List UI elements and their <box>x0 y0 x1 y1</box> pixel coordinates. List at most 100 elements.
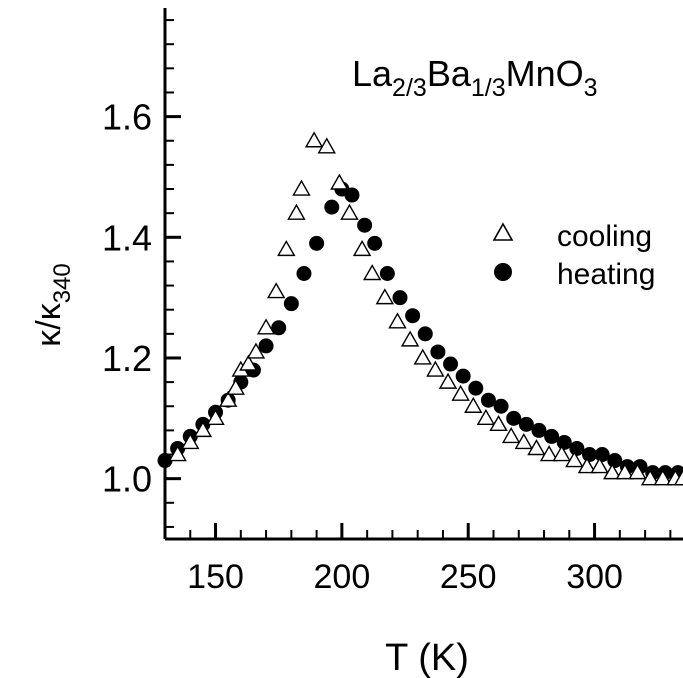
cooling-point <box>400 330 420 347</box>
legend-label-cooling: cooling <box>557 220 652 253</box>
y-tick-label: 1.2 <box>102 338 152 379</box>
cooling-point <box>615 463 635 480</box>
cooling-point <box>330 173 349 190</box>
y-tick-label: 1.4 <box>102 217 152 258</box>
heating-point <box>344 187 360 203</box>
x-tick-label: 300 <box>566 558 623 596</box>
plot-frame <box>163 8 683 541</box>
cooling-point <box>451 384 470 401</box>
y-axis-label-base: κ/κ <box>30 302 68 346</box>
heating-point <box>324 199 340 215</box>
cooling-point <box>489 414 508 432</box>
cooling-point <box>388 312 407 329</box>
cooling-point <box>287 203 306 220</box>
compound-sub: 2/3 <box>392 74 427 102</box>
cooling-point <box>603 463 622 480</box>
heating-point <box>556 434 572 450</box>
cooling-point <box>362 264 382 281</box>
cooling-point <box>464 396 483 413</box>
compound-sub: 3 <box>584 74 598 102</box>
cooling-point <box>352 239 372 257</box>
cooling-point <box>565 451 584 468</box>
heating-point <box>518 416 534 432</box>
heating-point <box>430 344 446 360</box>
legend-label-heating: heating <box>557 258 655 291</box>
y-tick-label: 1.6 <box>102 97 152 138</box>
cooling-point <box>375 288 395 305</box>
cooling-point <box>628 463 647 480</box>
compound-sub: 1/3 <box>471 74 506 102</box>
cooling-point <box>317 137 336 154</box>
heating-point <box>607 453 623 469</box>
compound-annotation: La2/3Ba1/3MnO3 <box>352 53 598 102</box>
heating-point <box>468 380 484 396</box>
legend-marker-heating <box>494 263 512 281</box>
heating-point <box>455 368 471 384</box>
cooling-point <box>206 408 225 426</box>
compound-part: Ba <box>427 53 472 94</box>
compound-part: MnO <box>506 53 584 94</box>
cooling-point <box>514 433 534 450</box>
cooling-point <box>340 203 359 220</box>
tick-labels: 150 200 250 300 1.0 1.2 1.4 1.6 <box>102 97 623 596</box>
cooling-point <box>673 469 683 486</box>
heating-point <box>367 235 383 251</box>
cooling-point <box>292 179 311 196</box>
legend: cooling heating <box>492 220 655 291</box>
cooling-point <box>640 469 660 486</box>
cooling-point <box>266 282 286 299</box>
heating-point <box>594 447 610 463</box>
cooling-point <box>181 433 200 450</box>
cooling-point <box>539 445 559 462</box>
x-axis-label: T (K) <box>385 637 469 678</box>
cooling-point <box>653 469 672 486</box>
heating-point <box>157 453 173 469</box>
heating-point <box>417 326 433 342</box>
compound-part: La <box>352 53 393 94</box>
cooling-point <box>501 427 521 444</box>
x-tick-label: 150 <box>187 558 244 596</box>
cooling-point <box>168 445 187 462</box>
cooling-point <box>246 342 266 359</box>
cooling-point <box>590 457 609 474</box>
cooling-point <box>413 348 432 365</box>
cooling-point <box>256 318 276 335</box>
heating-point <box>480 392 496 408</box>
heating-point <box>258 338 274 354</box>
cooling-point <box>426 360 445 377</box>
heating-point <box>531 422 547 438</box>
cooling-point <box>476 408 496 426</box>
heating-point <box>296 266 312 281</box>
y-tick-label: 1.0 <box>102 459 152 500</box>
legend-marker-cooling <box>492 222 514 241</box>
cooling-point <box>438 372 458 389</box>
cooling-point <box>193 420 213 438</box>
heating-point <box>405 308 421 324</box>
heating-point <box>544 428 560 444</box>
heating-point <box>309 235 325 251</box>
heating-point <box>569 440 585 456</box>
heating-point <box>379 266 395 281</box>
cooling-point <box>577 457 597 474</box>
cooling-point <box>239 354 258 371</box>
data-points <box>157 131 683 486</box>
x-tick-label: 200 <box>314 558 371 596</box>
cooling-point <box>527 439 546 456</box>
cooling-point <box>218 390 238 407</box>
heating-point <box>443 356 459 372</box>
heating-point <box>357 217 373 233</box>
cooling-point <box>226 378 245 395</box>
heating-point <box>493 398 509 414</box>
y-axis-label-sub: 340 <box>49 263 76 303</box>
x-tick-label: 250 <box>440 558 497 596</box>
heating-point <box>582 447 598 463</box>
cooling-point <box>277 239 296 257</box>
heating-point <box>283 296 299 312</box>
y-axis-label: κ/κ340 <box>30 263 76 347</box>
heating-point <box>271 320 287 336</box>
heating-point <box>506 410 522 426</box>
cooling-point <box>304 131 324 148</box>
cooling-point <box>552 445 571 462</box>
heating-point <box>392 290 408 306</box>
